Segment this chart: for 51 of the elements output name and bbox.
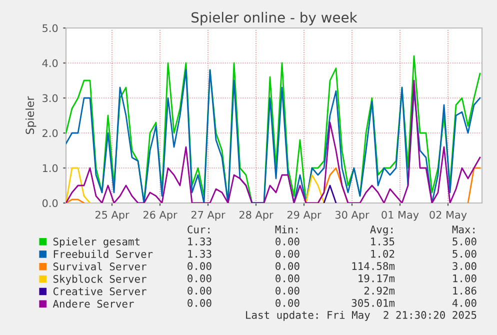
text: 1.00	[453, 274, 476, 282]
x-tick-label: 25 Apr	[95, 210, 130, 221]
text: 5.00	[452, 250, 476, 258]
text: Cur:	[188, 226, 210, 234]
y-tick-label: 3.0	[42, 94, 58, 102]
text: 0.00	[276, 286, 300, 295]
text: 1.02	[371, 250, 394, 258]
text: Avg:	[370, 226, 392, 236]
x-tick-label: 27 Apr	[191, 210, 226, 221]
text: Max:	[452, 226, 474, 234]
text: 305.01m	[352, 299, 395, 307]
text: 3.00	[452, 262, 476, 270]
x-tick-label: 26 Apr	[143, 210, 178, 221]
text: 19.17m	[358, 274, 395, 282]
text: 2.92m	[364, 286, 395, 295]
y-tick-label: 2.0	[42, 129, 58, 138]
text: 1.33	[188, 250, 212, 258]
x-tick-label: 02 May	[430, 210, 467, 221]
text: 5.00	[452, 238, 476, 246]
text: 0.00	[276, 299, 300, 307]
text: 1.35	[371, 238, 394, 246]
x-tick-label: 01 May	[382, 210, 419, 221]
text: 0.00	[188, 262, 212, 270]
legend-label: Creative Server	[53, 287, 146, 296]
text: 0.00	[188, 274, 212, 282]
chart-title: Spieler online - by week	[192, 12, 358, 26]
text: 0.00	[188, 299, 212, 307]
text: 114.58m	[352, 262, 395, 270]
text: 0.00	[276, 274, 300, 282]
text: 4.00	[452, 299, 476, 307]
text: Last update: Fri May 2 21:30:20 2025	[246, 310, 476, 321]
x-tick-label: 28 Apr	[239, 210, 274, 221]
legend-label: Skyblock Server	[53, 274, 146, 285]
text: 0.00	[188, 286, 212, 295]
text: 0.00	[276, 262, 300, 270]
text: 0.00	[276, 250, 300, 258]
text: 0.00	[276, 238, 300, 246]
text: Min:	[275, 225, 298, 234]
legend-label: Spieler gesamt	[53, 237, 140, 248]
legend-label: Freebuild Server	[54, 250, 153, 258]
y-tick-label: 0.0	[42, 199, 58, 208]
x-tick-label: 29 Apr	[287, 210, 322, 221]
text: 1.33	[188, 238, 212, 246]
legend-label: Survival Server	[53, 262, 146, 270]
legend-label: Andere Server	[52, 300, 134, 308]
x-tick-label: 30 Apr	[336, 210, 370, 221]
y-tick-label: 5.0	[42, 24, 58, 32]
y-tick-label: 4.0	[42, 59, 58, 68]
text: 1.86	[453, 286, 476, 295]
y-tick-label: 1.0	[42, 164, 58, 172]
y-axis-title: Spieler	[25, 96, 36, 134]
